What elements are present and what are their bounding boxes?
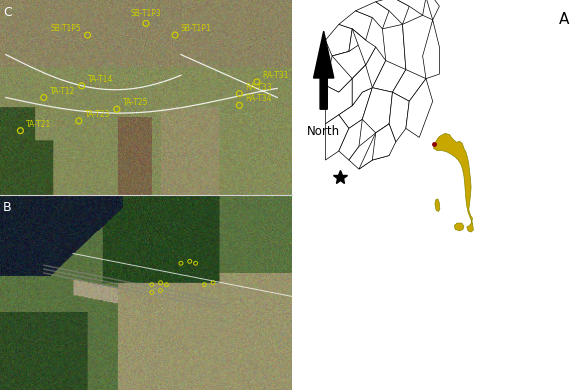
- Point: [156, 287, 165, 294]
- Point: [156, 280, 165, 286]
- Polygon shape: [349, 133, 376, 169]
- Text: TA-T12: TA-T12: [50, 87, 75, 96]
- Text: RA-T33: RA-T33: [245, 83, 272, 92]
- Polygon shape: [325, 51, 352, 92]
- Polygon shape: [423, 20, 439, 79]
- Polygon shape: [325, 24, 352, 56]
- Polygon shape: [402, 15, 433, 79]
- Polygon shape: [352, 29, 376, 65]
- Text: SB-T1P5: SB-T1P5: [51, 24, 81, 33]
- Point: [141, 20, 150, 27]
- Polygon shape: [349, 29, 366, 51]
- Text: B: B: [3, 201, 12, 214]
- Text: RA-T31: RA-T31: [263, 71, 289, 80]
- Polygon shape: [339, 88, 372, 128]
- Point: [235, 102, 244, 108]
- Point: [209, 280, 218, 286]
- Point: [176, 260, 186, 266]
- Point: [191, 260, 200, 266]
- Polygon shape: [389, 92, 409, 142]
- Polygon shape: [339, 11, 372, 40]
- Polygon shape: [376, 0, 409, 24]
- Text: SB-T1P1: SB-T1P1: [181, 24, 212, 33]
- Text: North: North: [307, 125, 340, 138]
- Text: RA-T34: RA-T34: [245, 94, 272, 103]
- Polygon shape: [434, 133, 473, 232]
- Polygon shape: [413, 0, 439, 20]
- Text: TA-T25: TA-T25: [123, 98, 148, 107]
- Polygon shape: [352, 65, 372, 106]
- Point: [83, 32, 92, 38]
- FancyArrow shape: [313, 31, 334, 109]
- Polygon shape: [325, 79, 352, 124]
- Text: SB-T1P3: SB-T1P3: [131, 9, 161, 18]
- Polygon shape: [454, 223, 464, 231]
- Point: [39, 94, 49, 101]
- Point: [171, 32, 180, 38]
- Point: [16, 128, 25, 134]
- Point: [252, 79, 261, 85]
- Text: TA-T14: TA-T14: [88, 75, 113, 84]
- Text: TA-T23: TA-T23: [84, 110, 110, 119]
- Point: [147, 282, 157, 288]
- Point: [162, 282, 171, 288]
- Text: TA-T21: TA-T21: [26, 120, 51, 129]
- Polygon shape: [339, 119, 362, 160]
- Polygon shape: [372, 47, 406, 92]
- Point: [77, 83, 86, 89]
- Polygon shape: [406, 79, 433, 137]
- Point: [147, 289, 157, 296]
- Polygon shape: [392, 56, 426, 101]
- Polygon shape: [383, 24, 406, 69]
- Point: [185, 258, 194, 264]
- Polygon shape: [372, 124, 396, 160]
- Polygon shape: [359, 124, 389, 169]
- Polygon shape: [392, 0, 426, 15]
- Polygon shape: [435, 199, 440, 211]
- Point: [74, 118, 83, 124]
- Point: [200, 282, 209, 288]
- Point: [112, 106, 121, 112]
- Polygon shape: [362, 88, 392, 133]
- Text: C: C: [3, 6, 12, 19]
- Point: [235, 90, 244, 97]
- Text: A: A: [559, 12, 569, 27]
- Polygon shape: [352, 47, 386, 88]
- Polygon shape: [325, 115, 349, 160]
- Polygon shape: [332, 40, 366, 79]
- Polygon shape: [355, 2, 389, 29]
